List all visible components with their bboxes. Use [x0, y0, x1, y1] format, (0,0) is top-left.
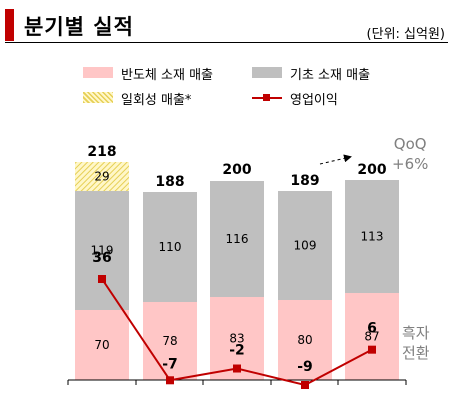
data-label-total: 200: [357, 162, 386, 178]
legend-label-base: 기초 소재 매출: [290, 68, 371, 83]
turnaround-line1: 흑자: [402, 324, 430, 342]
operating-profit-point: [301, 381, 309, 389]
data-label-semiconductor: 78: [162, 334, 177, 348]
operating-profit-point: [166, 376, 174, 385]
qoq-value: +6%: [392, 155, 429, 173]
qoq-annotation: QoQ +6%: [392, 134, 428, 174]
data-label-total: 188: [155, 174, 184, 190]
qoq-label: QoQ: [393, 135, 427, 153]
bar-semiconductor: [278, 300, 332, 380]
legend-label-one-off: 일회성 매출*: [121, 93, 192, 108]
data-label-semiconductor: 70: [94, 338, 109, 352]
legend-label-operating-profit: 영업이익: [290, 93, 338, 108]
unit-label: (단위: 십억원): [366, 27, 445, 42]
legend-label-semiconductor: 반도체 소재 매출: [121, 68, 213, 83]
operating-profit-label: -9: [297, 359, 313, 375]
data-label-base: 116: [226, 232, 249, 246]
bar-one-off: [75, 162, 129, 191]
data-label-semiconductor: 80: [297, 333, 312, 347]
title-accent-bar: [5, 9, 14, 41]
data-label-base: 110: [159, 240, 182, 254]
data-label-base: 109: [294, 239, 317, 253]
data-label-total: 189: [290, 173, 319, 189]
bar-base: [75, 191, 129, 310]
bar-semiconductor: [75, 310, 129, 380]
operating-profit-point: [368, 345, 376, 354]
data-label-one-off: 29: [94, 170, 109, 184]
title-divider: [5, 42, 448, 43]
bar-base: [278, 191, 332, 300]
operating-profit-label: 36: [92, 250, 111, 266]
data-label-base: 119: [91, 244, 114, 258]
legend-swatch-operating-profit: [252, 92, 282, 103]
bar-base: [345, 180, 399, 293]
operating-profit-label: -2: [229, 343, 245, 359]
legend-swatch-base: [252, 67, 282, 78]
qoq-arrow: [319, 154, 352, 165]
operating-profit-label: 6: [367, 321, 377, 337]
bar-base: [143, 192, 197, 302]
operating-profit-point: [233, 364, 241, 373]
operating-profit-label: -7: [162, 356, 178, 372]
turnaround-annotation: 흑자 전환: [402, 323, 430, 363]
bar-semiconductor: [345, 293, 399, 380]
legend-swatch-semiconductor: [83, 67, 113, 78]
operating-profit-point: [98, 275, 106, 283]
data-label-semiconductor: 87: [364, 330, 379, 344]
data-label-base: 113: [361, 230, 384, 244]
bar-base: [210, 181, 264, 297]
data-label-total: 218: [87, 144, 116, 160]
data-label-total: 200: [222, 162, 251, 178]
page-title: 분기별 실적: [24, 15, 134, 39]
turnaround-line2: 전환: [402, 344, 430, 362]
data-label-semiconductor: 83: [229, 332, 244, 346]
legend-swatch-one-off: [83, 92, 113, 103]
bar-semiconductor: [143, 302, 197, 380]
